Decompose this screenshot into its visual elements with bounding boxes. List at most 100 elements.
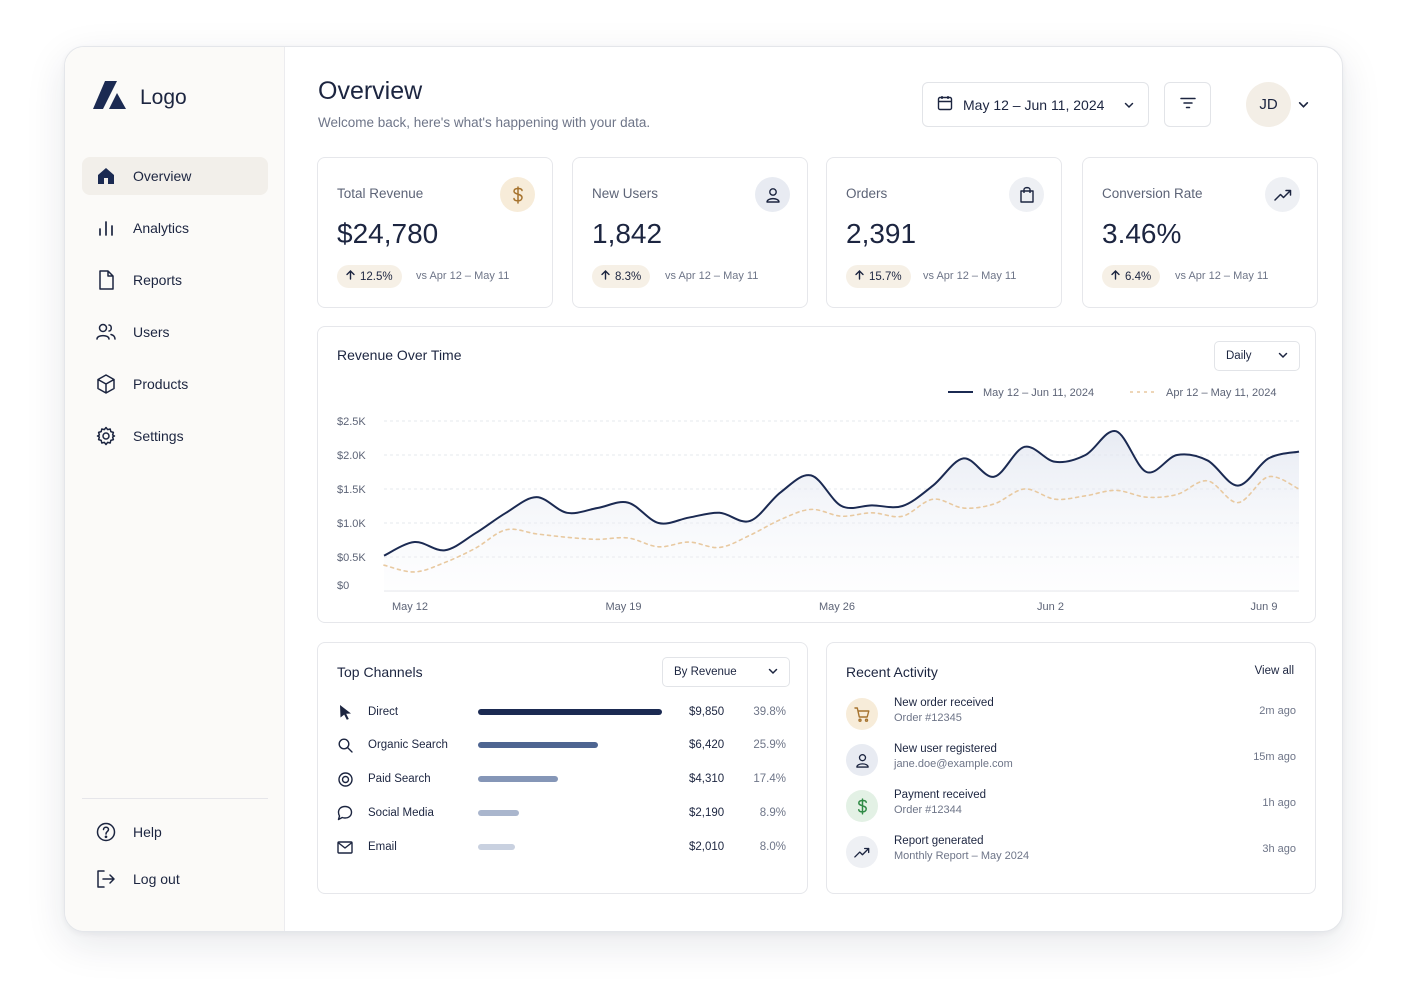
arrow-up-icon [601,270,610,283]
channel-name: Email [368,841,397,853]
y-tick-label: $0.5K [337,552,366,564]
avatar[interactable]: JD [1246,82,1291,127]
activity-item[interactable]: New order received Order #12345 2m ago [846,697,1296,734]
kpi-change-value: 8.3% [615,270,642,283]
channel-row[interactable]: Paid Search $4,310 17.4% [337,769,789,789]
activity-time: 3h ago [1262,843,1296,855]
mail-icon [337,839,353,855]
dollar-icon [500,177,535,212]
x-tick-label: Jun 2 [1037,601,1064,613]
y-tick-label: $2.0K [337,450,366,462]
arrow-up-icon [346,270,355,283]
channel-value: $6,420 [689,739,725,751]
user-icon [846,744,878,776]
logo-mark-icon [93,81,126,114]
calendar-icon [937,95,953,114]
cart-icon [846,698,878,730]
sidebar-item-products[interactable]: Products [82,365,268,403]
channel-row[interactable]: Email $2,010 8.0% [337,837,789,857]
y-tick-label: $1.0K [337,518,366,530]
sidebar-item-help[interactable]: Help [82,813,268,851]
activity-time: 1h ago [1262,797,1296,809]
page-subtitle: Welcome back, here's what's happening wi… [318,115,651,130]
sort-value: By Revenue [674,666,737,678]
logo[interactable]: Logo [93,81,187,114]
channel-name: Paid Search [368,773,431,785]
chart-title: Revenue Over Time [337,347,462,363]
channel-bar [478,742,598,748]
channel-bar [478,709,662,715]
channel-value: $4,310 [689,773,725,785]
channel-bar-track [478,776,676,782]
channel-bar-track [478,742,676,748]
activity-item[interactable]: New user registered jane.doe@example.com… [846,743,1296,780]
kpi-card-orders: Orders 2,391 15.7% vs Apr 12 – May 11 [826,157,1062,308]
trending-up-icon [846,836,878,868]
activity-time: 15m ago [1253,751,1296,763]
top-channels-card: Top Channels By Revenue Direct $9,850 39… [317,642,808,894]
x-tick-label: May 19 [605,601,641,613]
kpi-compare: vs Apr 12 – May 11 [923,270,1017,282]
sidebar-item-users[interactable]: Users [82,313,268,351]
sidebar-item-analytics[interactable]: Analytics [82,209,268,247]
kpi-compare: vs Apr 12 – May 11 [665,270,759,282]
sidebar-divider [82,798,268,799]
sidebar-item-label: Users [133,324,170,340]
filter-button[interactable] [1164,82,1211,127]
box-icon [96,374,116,394]
kpi-value: 2,391 [846,218,917,249]
view-all-link[interactable]: View all [1254,665,1294,677]
activity-subtitle: Order #12344 [894,804,962,816]
activity-title: New order received [894,697,994,709]
filter-icon [1179,96,1196,114]
activity-title: Report generated [894,835,984,847]
x-tick-label: May 12 [392,601,428,613]
help-icon [96,822,116,842]
kpi-label: Conversion Rate [1102,186,1203,201]
sidebar-item-label: Help [133,824,162,840]
sidebar-item-overview[interactable]: Overview [82,157,268,195]
channel-row[interactable]: Social Media $2,190 8.9% [337,803,789,823]
channel-pct: 8.0% [759,841,786,853]
sidebar-item-label: Overview [133,168,192,184]
kpi-card-conversion-rate: Conversion Rate 3.46% 6.4% vs Apr 12 – M… [1082,157,1318,308]
logout-icon [96,869,116,889]
kpi-change-badge: 15.7% [846,265,911,288]
channel-name: Organic Search [368,739,448,751]
channel-pct: 17.4% [753,773,786,785]
chevron-down-icon[interactable] [1298,97,1309,115]
activity-item[interactable]: Report generated Monthly Report – May 20… [846,835,1296,872]
kpi-change-badge: 6.4% [1102,265,1161,288]
channel-bar [478,810,520,816]
kpi-value: $24,780 [337,218,439,249]
sort-select[interactable]: By Revenue [662,657,790,687]
granularity-select[interactable]: Daily [1214,341,1300,371]
section-title: Top Channels [337,664,423,680]
granularity-value: Daily [1226,350,1252,362]
channel-pct: 8.9% [759,807,786,819]
section-title: Recent Activity [846,664,938,680]
kpi-change-badge: 8.3% [592,265,651,288]
channel-row[interactable]: Direct $9,850 39.8% [337,702,789,722]
sidebar-item-settings[interactable]: Settings [82,417,268,455]
sidebar-item-logout[interactable]: Log out [82,860,268,898]
kpi-label: New Users [592,186,659,201]
date-range-picker[interactable]: May 12 – Jun 11, 2024 [922,82,1149,127]
activity-item[interactable]: Payment received Order #12344 1h ago [846,789,1296,826]
sidebar: Logo Overview Analytics Reports [65,47,285,931]
kpi-change-badge: 12.5% [337,265,402,288]
x-tick-label: Jun 9 [1251,601,1278,613]
users-icon [96,322,116,342]
kpi-card-total-revenue: Total Revenue $24,780 12.5% vs Apr 12 – … [317,157,553,308]
y-tick-label: $0 [337,580,349,592]
sidebar-bottom-nav: Help Log out [82,813,268,907]
kpi-value: 3.46% [1102,218,1182,249]
sidebar-item-reports[interactable]: Reports [82,261,268,299]
logo-text: Logo [140,85,187,109]
channel-row[interactable]: Organic Search $6,420 25.9% [337,735,789,755]
chat-icon [337,805,353,821]
legend-label-current: May 12 – Jun 11, 2024 [983,387,1094,399]
dollar-icon [846,790,878,822]
kpi-change-value: 15.7% [869,270,902,283]
target-icon [337,771,353,787]
